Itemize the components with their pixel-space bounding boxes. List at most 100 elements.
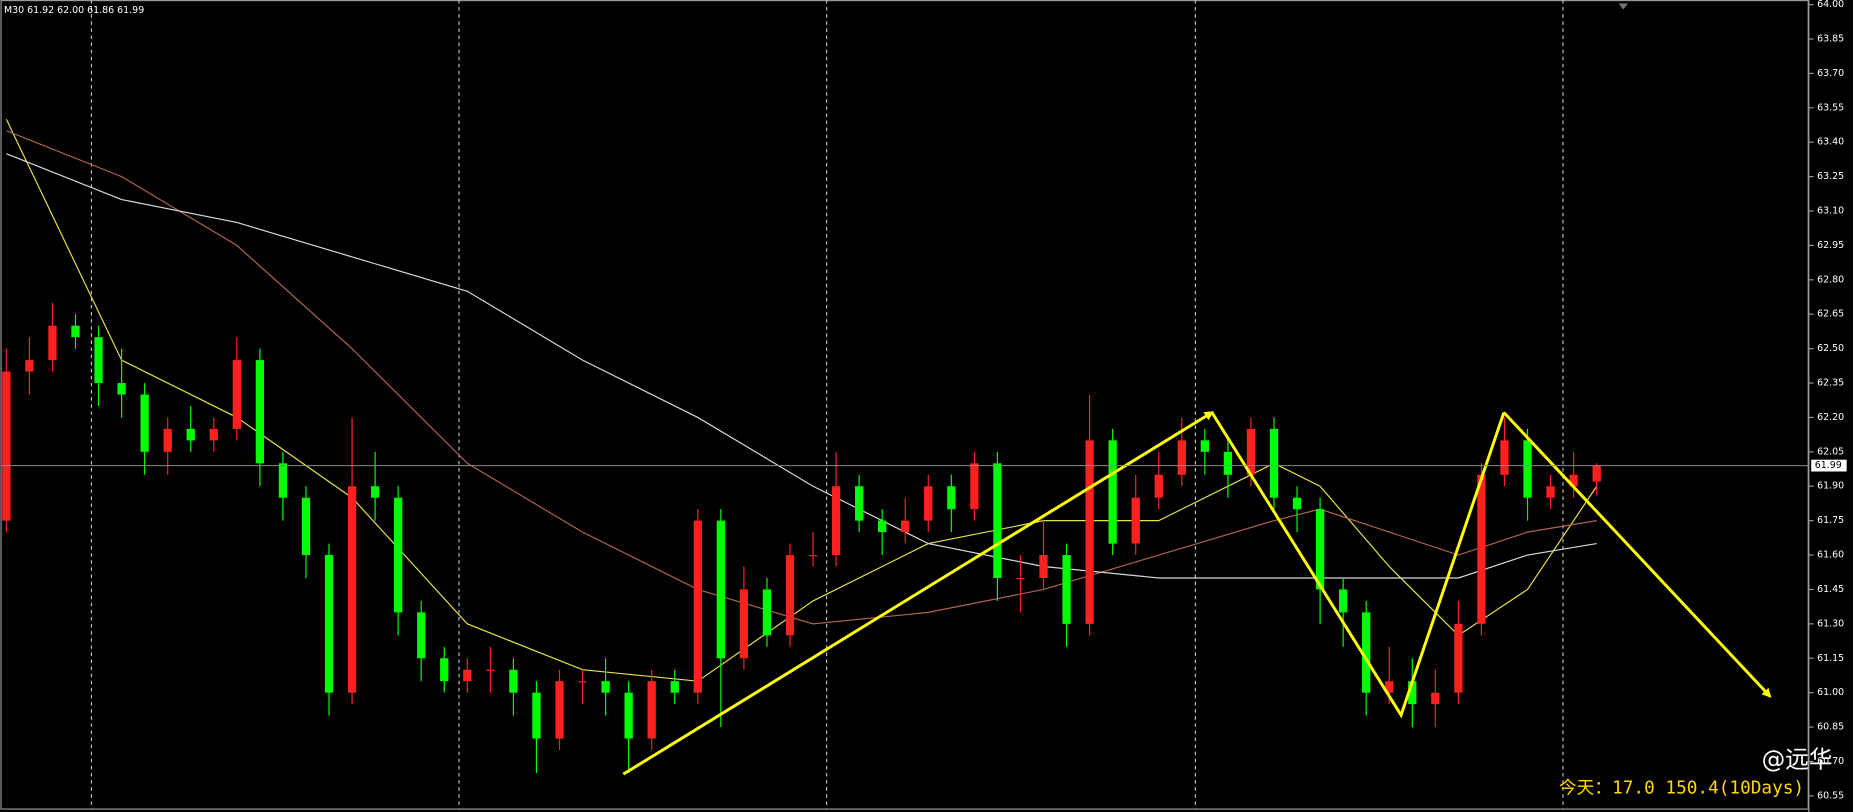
moving-average <box>6 153 1597 579</box>
candle-body <box>1131 497 1140 544</box>
candle-body <box>693 520 702 693</box>
candle-body <box>25 360 34 372</box>
y-tick-label: 61.45 <box>1817 584 1844 595</box>
candle-body <box>1177 440 1186 475</box>
candle-body <box>417 612 426 659</box>
candle-body <box>1108 440 1117 544</box>
y-tick-label: 63.40 <box>1817 137 1844 148</box>
zigzag <box>1210 411 1506 719</box>
y-tick-label: 64.00 <box>1817 0 1844 10</box>
candle-body <box>670 681 679 693</box>
candle-body <box>1062 555 1071 624</box>
candle-body <box>324 555 334 693</box>
y-tick-label: 61.60 <box>1817 550 1844 561</box>
candle-body <box>601 681 610 693</box>
y-tick-label: 61.15 <box>1817 653 1844 664</box>
candle-body <box>509 669 518 693</box>
candle-body <box>878 520 887 533</box>
candle-body <box>716 520 725 659</box>
shift-marker <box>1618 3 1628 10</box>
y-tick-label: 62.05 <box>1817 446 1844 457</box>
candle-body <box>624 692 633 739</box>
candle-body <box>1431 692 1440 705</box>
candle-body <box>831 486 841 556</box>
candle-body <box>440 658 449 682</box>
candle-body <box>209 428 218 441</box>
candle-body <box>762 589 772 636</box>
candle-body <box>1523 440 1532 498</box>
candle-body <box>901 520 910 533</box>
marks <box>2 119 1601 773</box>
y-tick-label: 63.55 <box>1817 102 1844 113</box>
y-tick-label: 61.30 <box>1817 618 1844 629</box>
candle-body <box>140 394 149 452</box>
arrow <box>1502 411 1772 698</box>
candle-body <box>555 681 564 739</box>
candle-body <box>186 428 195 441</box>
y-tick-label: 61.90 <box>1817 481 1844 492</box>
candle-body <box>1592 465 1601 482</box>
candle-body <box>486 669 495 671</box>
candle-body <box>163 428 172 452</box>
candle-body <box>1085 440 1094 624</box>
candle-body <box>301 497 311 556</box>
current-price-box <box>1811 459 1847 472</box>
candle-body <box>278 463 288 498</box>
candle-body <box>94 337 103 384</box>
current-price-label: 61.99 <box>1815 460 1842 471</box>
candle-body <box>117 383 126 395</box>
candle-body <box>1454 623 1463 693</box>
candle-body <box>1154 474 1163 498</box>
candle-body <box>947 486 956 510</box>
candle-body <box>48 325 57 361</box>
candle-body <box>463 669 472 682</box>
candle-body <box>808 555 818 557</box>
candle-body <box>532 692 541 739</box>
candle-body <box>1223 451 1233 475</box>
candle-body <box>1315 509 1325 590</box>
y-tick-label: 62.20 <box>1817 412 1844 423</box>
candle-body <box>924 486 933 521</box>
candle-body <box>1546 486 1555 498</box>
time-separators <box>90 0 1564 810</box>
y-tick-label: 63.10 <box>1817 206 1844 217</box>
candle-body <box>1269 428 1279 498</box>
candle-body <box>255 360 265 464</box>
candle-body <box>970 463 979 510</box>
y-tick-label: 61.75 <box>1817 515 1844 526</box>
y-tick-label: 63.70 <box>1817 68 1844 79</box>
candle-body <box>1292 497 1302 510</box>
y-tick-label: 63.25 <box>1817 171 1844 182</box>
candle-body <box>785 555 795 636</box>
y-tick-label: 62.80 <box>1817 274 1844 285</box>
y-tick-label: 62.35 <box>1817 378 1844 389</box>
candle-body <box>2 371 11 521</box>
candle-body <box>739 589 749 659</box>
candle-body <box>1569 474 1578 487</box>
candle-body <box>1339 589 1348 613</box>
y-tick-label: 62.50 <box>1817 343 1844 354</box>
candle-body <box>1039 555 1048 578</box>
candle-body <box>71 325 80 338</box>
candle-body <box>394 497 403 613</box>
y-tick-label: 61.00 <box>1817 687 1844 698</box>
candle-body <box>1477 474 1486 624</box>
candle-body <box>647 681 656 739</box>
candle-body <box>854 486 864 521</box>
candle-body <box>578 681 587 683</box>
candle-body <box>1385 681 1394 693</box>
candle-body <box>1362 612 1371 693</box>
y-tick-label: 60.85 <box>1817 722 1844 733</box>
candle-body <box>1246 428 1256 475</box>
y-tick-label: 60.70 <box>1817 756 1844 767</box>
watermark: @远华 <box>1762 746 1833 774</box>
candle-body <box>1016 577 1025 580</box>
candle-body <box>232 360 241 429</box>
trend-arrows <box>622 411 1772 776</box>
candle-body <box>347 486 357 693</box>
candle-body <box>370 486 380 498</box>
moving-average <box>6 130 1597 625</box>
